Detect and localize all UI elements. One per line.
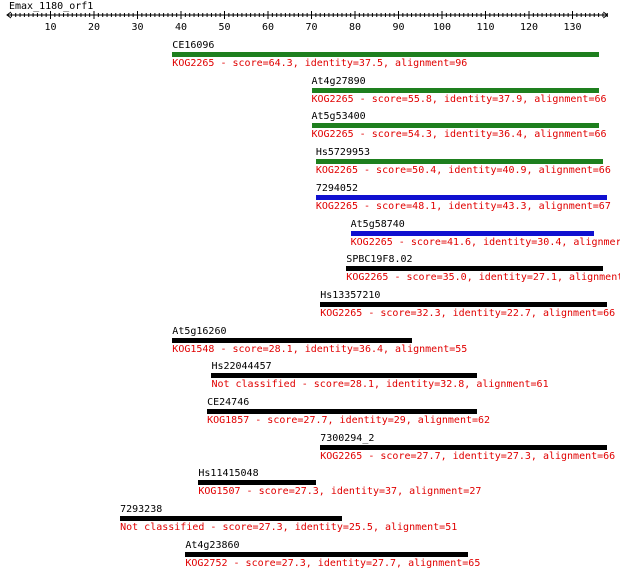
query-title: Emax_1180_orf1 xyxy=(9,1,94,12)
hit-name[interactable]: At4g23860 xyxy=(185,539,240,551)
hit-row[interactable]: At5g16260 KOG1548 - score=28.1, identity=… xyxy=(0,326,620,362)
hit-row[interactable]: SPBC19F8.02 KOG2265 - score=35.0, identit… xyxy=(0,254,620,290)
hit-alignment-bar[interactable] xyxy=(120,516,342,522)
ruler-tick-label: 90 xyxy=(392,22,404,33)
hit-alignment-bar[interactable] xyxy=(211,373,477,379)
ruler-tick-label: 30 xyxy=(131,22,143,33)
hit-row[interactable]: 7294052 KOG2265 - score=48.1, identity=43… xyxy=(0,183,620,219)
hit-description[interactable]: KOG2265 - score=55.8, identity=37.9, ali… xyxy=(311,93,607,105)
ruler-tick-label: 130 xyxy=(563,22,581,33)
hit-row[interactable]: Hs13357210 KOG2265 - score=32.3, identity… xyxy=(0,290,620,326)
hit-description[interactable]: KOG2265 - score=54.3, identity=36.4, ali… xyxy=(311,129,607,141)
hit-alignment-bar[interactable] xyxy=(185,551,469,557)
hit-description[interactable]: KOG2265 - score=50.4, identity=40.9, ali… xyxy=(315,165,611,177)
hit-alignment-bar[interactable] xyxy=(172,52,599,57)
hit-alignment-bar[interactable] xyxy=(350,230,595,236)
hit-row[interactable]: At4g27890 KOG2265 - score=55.8, identity=… xyxy=(0,76,620,112)
hit-row[interactable]: At5g53400 KOG2265 - score=54.3, identity=… xyxy=(0,111,620,147)
ruler-tick-label: 80 xyxy=(349,22,361,33)
hit-name[interactable]: Hs13357210 xyxy=(320,289,381,301)
hit-name[interactable]: At5g16260 xyxy=(172,325,227,337)
hit-description[interactable]: KOG2265 - score=48.1, identity=43.3, ali… xyxy=(315,200,611,212)
hit-description[interactable]: KOG2265 - score=41.6, identity=30.4, ali… xyxy=(350,236,620,248)
ruler-tick-label: 70 xyxy=(305,22,317,33)
hit-alignment-bar[interactable] xyxy=(315,194,608,200)
ruler-tick-label: 60 xyxy=(262,22,274,33)
hit-description[interactable]: KOG2752 - score=27.3, identity=27.7, ali… xyxy=(185,557,481,569)
hit-alignment-bar[interactable] xyxy=(320,444,608,450)
hit-description[interactable]: KOG1857 - score=27.7, identity=29, align… xyxy=(207,415,491,426)
hit-name[interactable]: At4g27890 xyxy=(311,75,366,87)
ruler-tick-label: 20 xyxy=(88,22,100,33)
hit-description[interactable]: KOG2265 - score=27.7, identity=27.3, ali… xyxy=(320,450,616,462)
hit-description[interactable]: KOG2265 - score=64.3, identity=37.5, ali… xyxy=(172,58,468,69)
ruler-tick-label: 100 xyxy=(433,22,451,33)
hit-row[interactable]: Hs22044457 Not classified - score=28.1, i… xyxy=(0,361,620,397)
ruler-tick-label: 110 xyxy=(476,22,494,33)
hit-alignment-bar[interactable] xyxy=(320,301,608,307)
sequence-ruler: 10 20 30 40 50 60 70 80 90 100 110 120 130 xyxy=(6,11,609,33)
hit-name[interactable]: At5g53400 xyxy=(311,111,366,123)
hit-name[interactable]: 7294052 xyxy=(315,182,358,194)
hit-row[interactable]: Hs11415048 KOG1507 - score=27.3, identity… xyxy=(0,468,620,504)
hit-alignment-bar[interactable] xyxy=(346,266,603,272)
hit-name[interactable]: CE24746 xyxy=(207,397,250,408)
hit-name[interactable]: At5g58740 xyxy=(350,218,405,230)
hit-alignment-bar[interactable] xyxy=(207,409,477,414)
hit-description[interactable]: Not classified - score=28.1, identity=32… xyxy=(211,379,549,391)
hit-name[interactable]: Hs5729953 xyxy=(315,147,371,159)
hit-name[interactable]: CE16096 xyxy=(172,40,215,51)
hit-name[interactable]: SPBC19F8.02 xyxy=(346,254,413,266)
hit-description[interactable]: KOG1507 - score=27.3, identity=37, align… xyxy=(198,486,482,498)
hit-row[interactable]: CE24746 KOG1857 - score=27.7, identity=29… xyxy=(0,397,620,433)
ruler-tick-label: 10 xyxy=(44,22,56,33)
hit-name[interactable]: Hs11415048 xyxy=(198,468,259,480)
hit-description[interactable]: KOG2265 - score=32.3, identity=22.7, ali… xyxy=(320,307,616,319)
hit-row[interactable]: At5g58740 KOG2265 - score=41.6, identity=… xyxy=(0,219,620,255)
hit-alignment-bar[interactable] xyxy=(311,123,599,129)
hit-description[interactable]: KOG2265 - score=35.0, identity=27.1, ali… xyxy=(346,272,620,284)
hit-row[interactable]: CE16096 KOG2265 - score=64.3, identity=37… xyxy=(0,40,620,76)
ruler-tick-label: 50 xyxy=(218,22,230,33)
hit-alignment-bar[interactable] xyxy=(315,159,603,165)
hit-name[interactable]: 7300294_2 xyxy=(320,432,375,444)
hit-row[interactable]: At4g23860 KOG2752 - score=27.3, identity=… xyxy=(0,540,620,576)
ruler-tick-label: 40 xyxy=(175,22,187,33)
ruler-arrow-left xyxy=(6,11,12,19)
hit-name[interactable]: 7293238 xyxy=(120,504,163,516)
hit-row[interactable]: 7300294_2 KOG2265 - score=27.7, identity=… xyxy=(0,433,620,469)
hit-row[interactable]: Hs5729953 KOG2265 - score=50.4, identity=… xyxy=(0,147,620,183)
ruler-tick-label: 120 xyxy=(520,22,538,33)
hit-row[interactable]: 7293238 Not classified - score=27.3, iden… xyxy=(0,504,620,540)
hit-name[interactable]: Hs22044457 xyxy=(211,361,272,373)
hit-alignment-bar[interactable] xyxy=(172,337,412,343)
hit-description[interactable]: KOG1548 - score=28.1, identity=36.4, ali… xyxy=(172,343,468,355)
hit-alignment-bar[interactable] xyxy=(311,87,599,93)
hit-alignment-bar[interactable] xyxy=(198,480,316,486)
hit-description[interactable]: Not classified - score=27.3, identity=25… xyxy=(120,522,458,534)
